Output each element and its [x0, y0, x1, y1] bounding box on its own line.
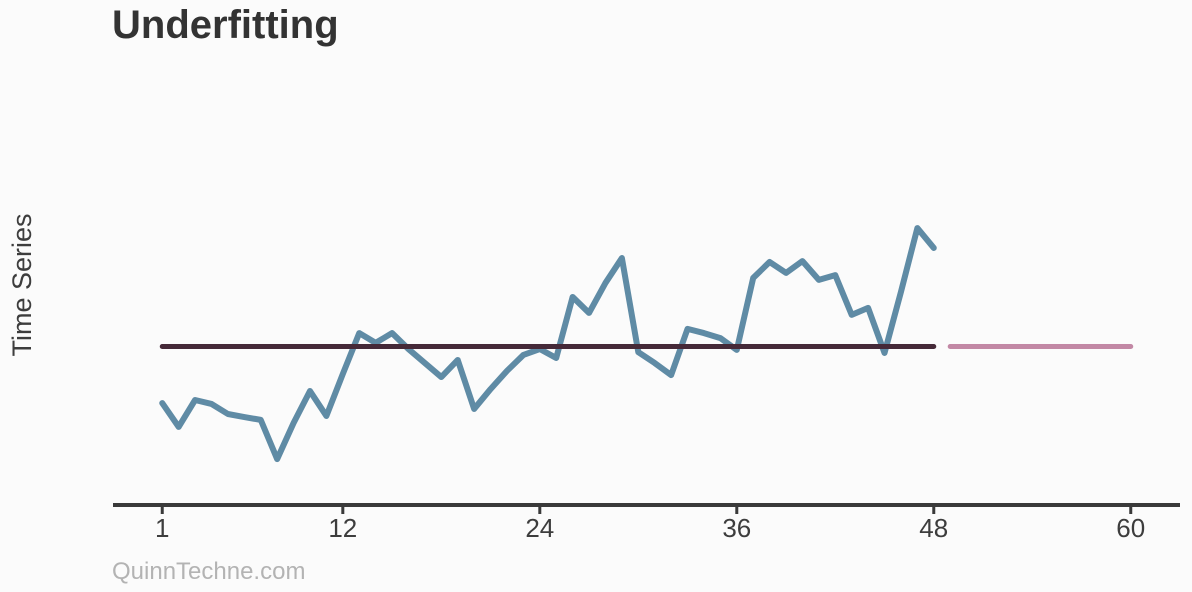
x-axis-tick-label: 1 [155, 513, 169, 543]
watermark-text: QuinnTechne.com [112, 558, 306, 585]
x-axis-tick-label: 48 [919, 513, 948, 543]
x-axis-tick-label: 60 [1116, 513, 1145, 543]
chart-title: Underfitting [112, 3, 339, 47]
x-axis-tick-label: 12 [328, 513, 357, 543]
x-axis-tick-label: 36 [722, 513, 751, 543]
x-axis-tick-label: 24 [525, 513, 554, 543]
observed-time-series-line [159, 225, 937, 463]
